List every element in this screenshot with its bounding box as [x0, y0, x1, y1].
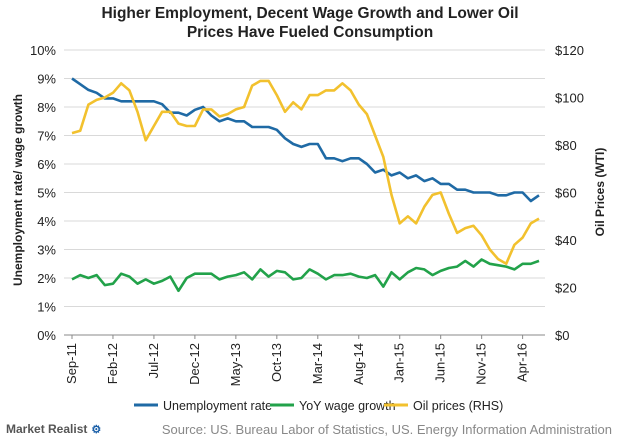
- x-tick-label: Sep-11: [64, 343, 79, 384]
- chart-title-line-1: Higher Employment, Decent Wage Growth an…: [101, 5, 519, 22]
- chart-title-line-2: Prices Have Fueled Consumption: [186, 24, 434, 41]
- left-axis-ticks: 0% 1% 2% 3% 4% 5% 6% 7% 8% 9% 10%: [30, 43, 56, 343]
- left-tick-label: 7%: [37, 129, 56, 144]
- x-tick-label: Jul-12: [146, 343, 161, 378]
- series-line: [71, 77, 540, 203]
- x-tick-label: Jun-15: [433, 343, 448, 383]
- series-line: [71, 79, 540, 266]
- x-tick-label: Nov-15: [474, 343, 489, 385]
- gridlines: [64, 49, 545, 307]
- right-tick-label: $20: [555, 281, 577, 296]
- right-tick-label: $80: [555, 138, 577, 153]
- right-axis-ticks: $0 $20 $40 $60 $80 $100 $120: [555, 43, 584, 343]
- source-note: Source: US. Bureau Labor of Statistics, …: [161, 422, 612, 437]
- left-tick-label: 2%: [37, 271, 56, 286]
- left-tick-label: 0%: [37, 328, 56, 343]
- left-tick-label: 4%: [37, 214, 56, 229]
- x-tick-label: Mar-14: [310, 343, 325, 384]
- left-tick-label: 1%: [37, 300, 56, 315]
- legend-label: Oil prices (RHS): [413, 399, 503, 413]
- left-tick-label: 9%: [37, 72, 56, 87]
- x-tick-label: Dec-12: [187, 343, 202, 385]
- right-tick-label: $40: [555, 233, 577, 248]
- right-tick-label: $60: [555, 186, 577, 201]
- right-tick-label: $120: [555, 43, 584, 58]
- series-lines: [71, 77, 540, 293]
- brand-name: Market Realist: [6, 422, 88, 436]
- chart-title: Higher Employment, Decent Wage Growth an…: [0, 4, 620, 42]
- left-tick-label: 6%: [37, 157, 56, 172]
- legend: Unemployment rate YoY wage growth Oil pric…: [134, 399, 503, 413]
- left-tick-label: 5%: [37, 186, 56, 201]
- x-tick-label: Aug-14: [351, 343, 366, 385]
- left-axis-label: Unemployment rate/ wage growth: [11, 94, 25, 286]
- x-tick-label: Oct-13: [269, 343, 284, 382]
- brand-logo: Market Realist ⚙: [6, 422, 101, 436]
- legend-label: YoY wage growth: [299, 399, 396, 413]
- left-tick-label: 8%: [37, 100, 56, 115]
- left-tick-label: 10%: [30, 43, 56, 58]
- x-axis-ticks: Sep-11 Feb-12 Jul-12 Dec-12 May-13 Oct-13 Mar-…: [64, 335, 530, 386]
- x-tick-label: Feb-12: [105, 343, 120, 384]
- legend-label: Unemployment rate: [163, 399, 272, 413]
- series-line: [71, 258, 540, 293]
- right-axis-label: Oil Prices (WTI): [593, 148, 607, 237]
- x-tick-label: Jan-15: [392, 343, 407, 383]
- x-tick-label: Apr-16: [515, 343, 530, 382]
- right-tick-label: $0: [555, 328, 569, 343]
- right-tick-label: $100: [555, 91, 584, 106]
- x-tick-label: May-13: [228, 343, 243, 386]
- left-tick-label: 3%: [37, 243, 56, 258]
- logo-mark-icon: ⚙: [91, 423, 102, 436]
